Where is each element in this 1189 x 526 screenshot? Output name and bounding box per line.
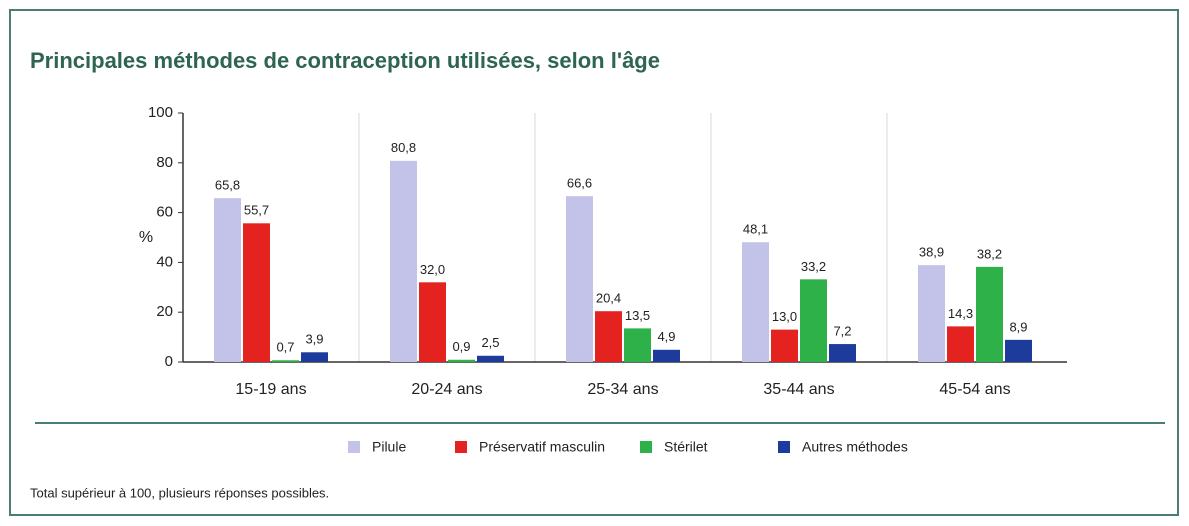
value-label: 3,9 — [305, 332, 323, 347]
y-tick-label: 0 — [165, 353, 173, 370]
value-label: 38,2 — [977, 246, 1002, 261]
y-axis-label: % — [139, 229, 153, 246]
bar — [1005, 339, 1032, 362]
value-label: 8,9 — [1009, 319, 1027, 334]
bar — [301, 352, 328, 362]
x-tick-label: 15-19 ans — [235, 381, 306, 398]
value-label: 32,0 — [420, 262, 445, 277]
bar — [742, 242, 769, 362]
x-tick-label: 25-34 ans — [587, 381, 658, 398]
value-label: 38,9 — [919, 245, 944, 260]
bar — [829, 344, 856, 362]
bar — [419, 282, 446, 362]
bar — [477, 355, 504, 362]
value-label: 4,9 — [657, 329, 675, 344]
legend-swatch — [348, 441, 360, 453]
bar — [448, 359, 475, 362]
value-label: 2,5 — [481, 335, 499, 350]
legend-label: Autres méthodes — [802, 439, 908, 455]
x-tick-label: 45-54 ans — [939, 381, 1010, 398]
value-label: 48,1 — [743, 222, 768, 237]
x-tick-label: 35-44 ans — [763, 381, 834, 398]
bar — [595, 311, 622, 362]
bar — [947, 326, 974, 362]
value-label: 20,4 — [596, 291, 621, 306]
value-label: 7,2 — [833, 324, 851, 339]
bar — [243, 223, 270, 362]
bar — [918, 265, 945, 362]
bar — [771, 329, 798, 362]
legend-label: Préservatif masculin — [479, 439, 605, 455]
value-label: 80,8 — [391, 140, 416, 155]
value-label: 66,6 — [567, 176, 592, 191]
bar — [390, 160, 417, 362]
bar — [624, 328, 651, 362]
value-label: 13,5 — [625, 308, 650, 323]
legend-label: Pilule — [372, 439, 406, 455]
legend-swatch — [455, 441, 467, 453]
legend-swatch — [640, 441, 652, 453]
y-tick-label: 60 — [156, 204, 173, 221]
bar — [214, 198, 241, 362]
value-label: 0,7 — [276, 340, 294, 355]
value-label: 14,3 — [948, 306, 973, 321]
value-label: 65,8 — [215, 178, 240, 193]
bar — [566, 196, 593, 362]
x-tick-label: 20-24 ans — [411, 381, 482, 398]
y-tick-label: 40 — [156, 253, 173, 270]
legend-label: Stérilet — [664, 439, 708, 455]
value-label: 0,9 — [452, 339, 470, 354]
y-tick-label: 80 — [156, 154, 173, 171]
footnote: Total supérieur à 100, plusieurs réponse… — [30, 485, 329, 500]
value-label: 13,0 — [772, 309, 797, 324]
value-label: 33,2 — [801, 259, 826, 274]
y-tick-label: 100 — [148, 104, 173, 121]
chart-title: Principales méthodes de contraception ut… — [30, 48, 660, 73]
value-label: 55,7 — [244, 203, 269, 218]
y-tick-label: 20 — [156, 303, 173, 320]
frame — [9, 9, 1179, 516]
bar — [653, 349, 680, 362]
bar — [976, 266, 1003, 362]
legend-swatch — [778, 441, 790, 453]
bar — [800, 279, 827, 362]
bar — [272, 360, 299, 362]
